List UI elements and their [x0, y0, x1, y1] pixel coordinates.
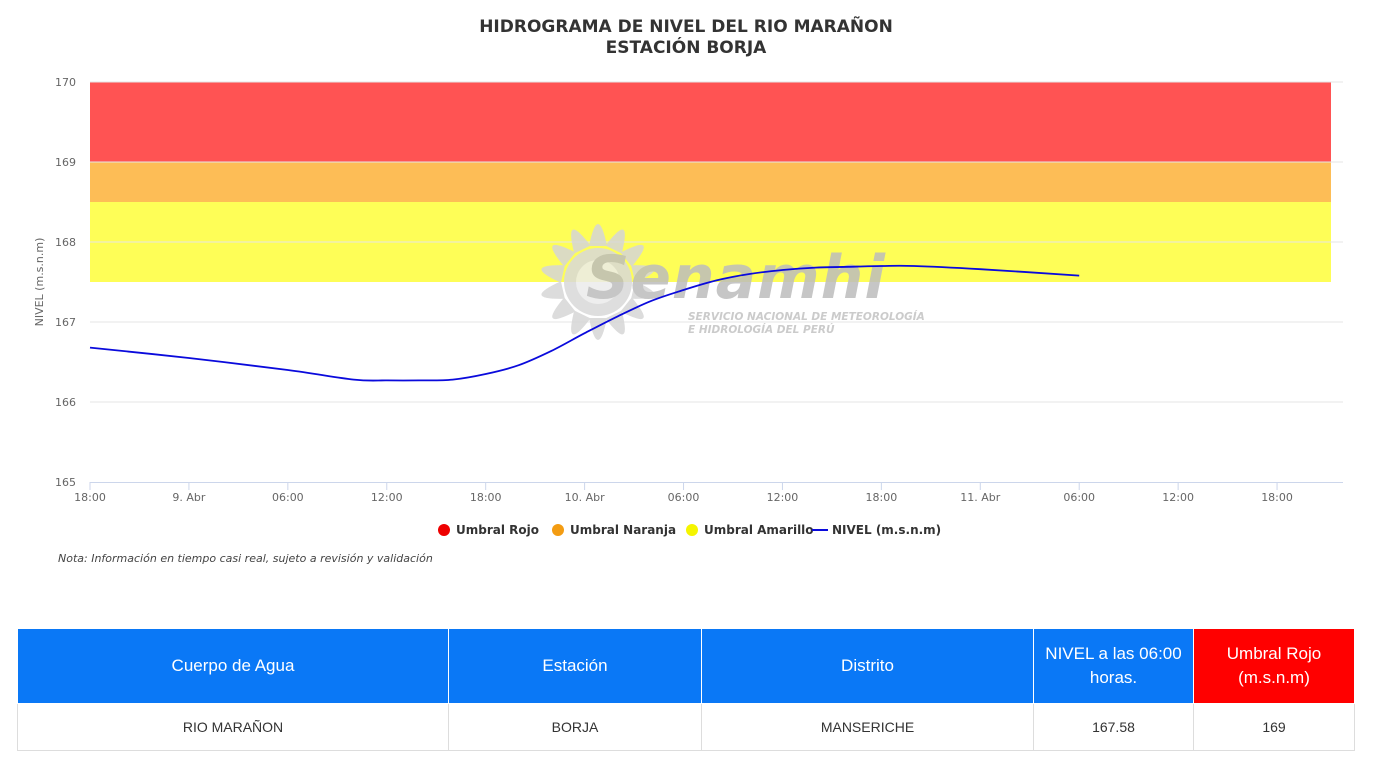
chart-subtitle: ESTACIÓN BORJA [606, 36, 768, 58]
legend-label: NIVEL (m.s.n.m) [832, 523, 941, 537]
x-tick-label: 12:00 [767, 491, 799, 504]
data-note: Nota: Información en tiempo casi real, s… [58, 552, 433, 565]
cell-water-body: RIO MARAÑON [17, 703, 449, 751]
x-tick-label: 18:00 [470, 491, 502, 504]
watermark-line2: E HIDROLOGÍA DEL PERÚ [688, 323, 835, 336]
x-tick-label: 18:00 [866, 491, 898, 504]
x-tick-label: 12:00 [1162, 491, 1194, 504]
y-tick-label: 169 [55, 156, 76, 169]
y-tick-label: 165 [55, 476, 76, 489]
legend-dot-icon [552, 524, 564, 536]
watermark-brand: Senamhi [586, 243, 886, 313]
header-district: Distrito [701, 628, 1034, 704]
chart-title: HIDROGRAMA DE NIVEL DEL RIO MARAÑON [479, 14, 893, 37]
cell-district: MANSERICHE [701, 703, 1034, 751]
header-red-threshold: Umbral Rojo (m.s.n.m) [1193, 628, 1355, 704]
header-station: Estación [448, 628, 702, 704]
x-tick-label: 11. Abr [960, 491, 1000, 504]
x-tick-label: 06:00 [1063, 491, 1095, 504]
cell-station: BORJA [448, 703, 702, 751]
hydrograph-chart: HIDROGRAMA DE NIVEL DEL RIO MARAÑON ESTA… [33, 14, 1343, 537]
legend-dot-icon [686, 524, 698, 536]
table-header-row: Cuerpo de Agua Estación Distrito NIVEL a… [17, 628, 1355, 704]
series-line-nivel [89, 264, 1080, 382]
x-tick-label: 06:00 [668, 491, 700, 504]
legend-item[interactable]: NIVEL (m.s.n.m) [812, 523, 941, 537]
legend-label: Umbral Amarillo [704, 523, 814, 537]
cell-red-threshold: 169 [1193, 703, 1355, 751]
watermark-line1: SERVICIO NACIONAL DE METEOROLOGÍA [688, 310, 925, 323]
y-tick-label: 166 [55, 396, 76, 409]
x-tick-label: 18:00 [74, 491, 106, 504]
table-row: RIO MARAÑON BORJA MANSERICHE 167.58 169 [17, 703, 1355, 751]
legend-item[interactable]: Umbral Amarillo [686, 523, 814, 537]
legend-label: Umbral Rojo [456, 523, 539, 537]
y-tick-label: 170 [55, 76, 76, 89]
legend-item[interactable]: Umbral Rojo [438, 523, 539, 537]
x-tick-label: 12:00 [371, 491, 403, 504]
x-tick-label: 10. Abr [565, 491, 605, 504]
y-tick-label: 168 [55, 236, 76, 249]
cell-level: 167.58 [1033, 703, 1194, 751]
threshold-band-0 [90, 82, 1331, 162]
y-axis-label: NIVEL (m.s.n.m) [33, 238, 46, 327]
chart-legend: Umbral Rojo Umbral Naranja Umbral Amarillo… [438, 523, 941, 537]
legend-dot-icon [438, 524, 450, 536]
header-water-body: Cuerpo de Agua [17, 628, 449, 704]
legend-label: Umbral Naranja [570, 523, 676, 537]
x-tick-label: 9. Abr [172, 491, 205, 504]
senamhi-watermark: Senamhi SERVICIO NACIONAL DE METEOROLOGÍ… [541, 224, 925, 340]
x-tick-label: 06:00 [272, 491, 304, 504]
x-tick-label: 18:00 [1261, 491, 1293, 504]
y-tick-label: 167 [55, 316, 76, 329]
threshold-band-1 [90, 162, 1331, 202]
station-info-table: Cuerpo de Agua Estación Distrito NIVEL a… [17, 628, 1355, 751]
sun-logo-icon [541, 224, 655, 340]
legend-item[interactable]: Umbral Naranja [552, 523, 676, 537]
header-level-0600: NIVEL a las 06:00 horas. [1033, 628, 1194, 704]
